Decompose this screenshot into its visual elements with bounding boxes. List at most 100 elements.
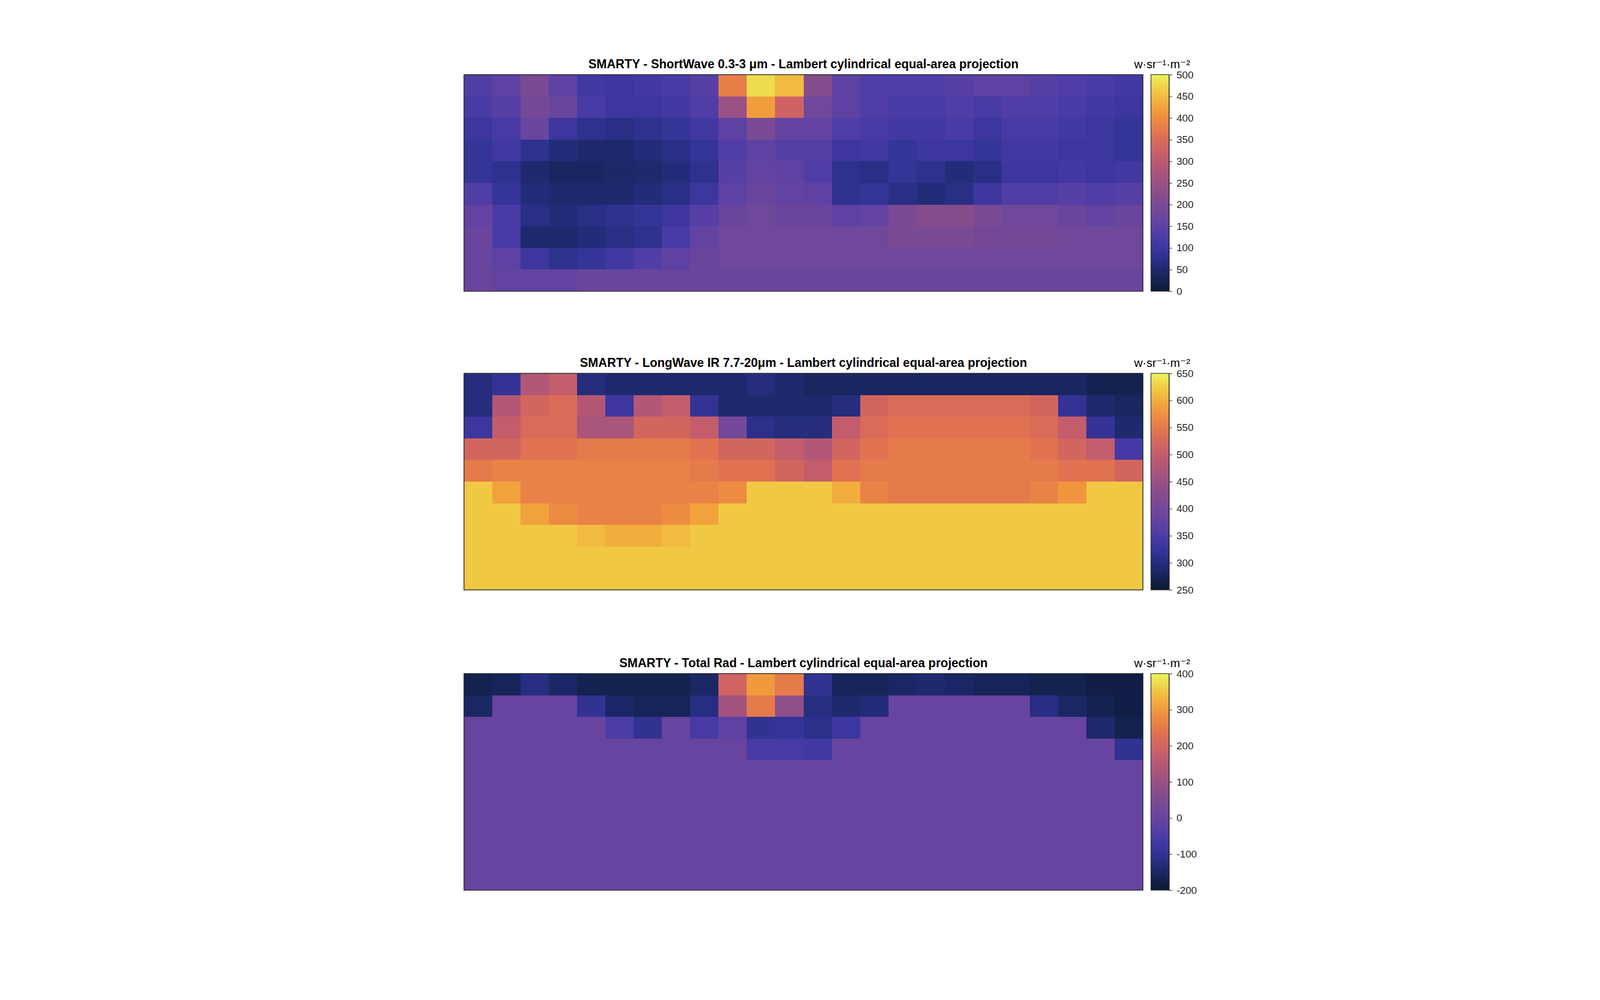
heatmap-cell <box>633 760 663 783</box>
heatmap-cell <box>916 846 946 870</box>
heatmap-cell <box>464 204 493 228</box>
heatmap-cell <box>661 546 691 570</box>
heatmap-cell <box>1058 803 1087 827</box>
heatmap-cell <box>746 673 776 696</box>
heatmap-cell <box>832 673 861 696</box>
heatmap-cell <box>548 269 578 292</box>
heatmap-cell <box>1001 161 1031 184</box>
heatmap-cell <box>492 248 522 271</box>
heatmap-cell <box>661 182 691 206</box>
heatmap-cell <box>661 868 691 891</box>
heatmap-cell <box>1114 481 1143 504</box>
heatmap-cell <box>1086 373 1116 396</box>
heatmap-cell <box>916 738 946 762</box>
tick-label: 150 <box>1176 220 1194 232</box>
heatmap-cell <box>774 760 804 783</box>
heatmap-cell <box>1114 803 1143 827</box>
heatmap-cell <box>1001 803 1031 827</box>
heatmap-cell <box>832 117 861 141</box>
heatmap-cell <box>1029 846 1059 870</box>
heatmap-cell <box>577 226 606 249</box>
heatmap-cell <box>1086 846 1116 870</box>
heatmap-cell <box>690 416 719 439</box>
heatmap-cell <box>661 269 691 292</box>
heatmap-cell <box>803 161 833 184</box>
heatmap-cell <box>633 204 663 228</box>
tick-mark <box>1169 117 1173 119</box>
heatmap-cell <box>633 568 663 590</box>
heatmap-cell <box>860 760 890 783</box>
heatmap-cell <box>718 226 748 249</box>
heatmap-cell <box>803 74 833 98</box>
heatmap-cell <box>832 395 861 418</box>
heatmap-cell <box>860 825 890 848</box>
heatmap-cell <box>718 96 748 119</box>
heatmap-cell <box>492 438 522 461</box>
heatmap-cell <box>633 226 663 249</box>
heatmap-cell <box>661 503 691 526</box>
heatmap-cell <box>945 695 974 718</box>
heatmap-cell <box>690 825 719 848</box>
heatmap-cell <box>860 204 890 228</box>
heatmap-cell <box>577 248 606 271</box>
heatmap-cell <box>577 438 606 461</box>
heatmap-cell <box>464 269 493 292</box>
colorbar-tick: 350 <box>1169 530 1194 542</box>
heatmap-cell <box>661 524 691 548</box>
heatmap-cell <box>690 524 719 548</box>
heatmap-cell <box>832 459 861 483</box>
heatmap-cell <box>945 269 974 292</box>
heatmap-cell <box>945 716 974 740</box>
figure: SMARTY - ShortWave 0.3-3 μm - Lambert cy… <box>0 0 1600 1000</box>
heatmap-cell <box>916 373 946 396</box>
heatmap-cell <box>916 760 946 783</box>
colorbar-tick: 50 <box>1169 264 1188 276</box>
heatmap-cell <box>860 226 890 249</box>
heatmap-cell <box>1114 459 1143 483</box>
heatmap-cell <box>1114 395 1143 418</box>
heatmap-cell <box>690 803 719 827</box>
colorbar-tick: 400 <box>1169 502 1194 515</box>
heatmap-cell <box>1114 269 1143 292</box>
heatmap-cell <box>860 716 890 740</box>
heatmap-cell <box>605 673 635 696</box>
heatmap-cell <box>520 716 550 740</box>
heatmap-cell <box>605 524 635 548</box>
heatmap-cell <box>860 182 890 206</box>
heatmap-cell <box>774 373 804 396</box>
heatmap-cell <box>1114 96 1143 119</box>
heatmap-cell <box>832 846 861 870</box>
tick-label: 550 <box>1176 421 1194 434</box>
heatmap-cell <box>973 760 1003 783</box>
panel: SMARTY - Total Rad - Lambert cylindrical… <box>464 656 1197 896</box>
heatmap-cell <box>774 182 804 206</box>
heatmap-cell <box>633 395 663 418</box>
heatmap-cell <box>774 568 804 590</box>
heatmap-cell <box>690 182 719 206</box>
heatmap-cell <box>718 503 748 526</box>
heatmap-cell <box>774 846 804 870</box>
heatmap-cell <box>1114 568 1143 590</box>
tick-mark <box>1169 781 1173 783</box>
heatmap-cell <box>520 760 550 783</box>
heatmap-cell <box>464 139 493 163</box>
heatmap-cell <box>1114 546 1143 570</box>
heatmap-cell <box>1029 438 1059 461</box>
heatmap-cell <box>1114 738 1143 762</box>
heatmap-cell <box>860 373 890 396</box>
heatmap-cell <box>1001 139 1031 163</box>
heatmap-cell <box>803 481 833 504</box>
heatmap-cell <box>492 226 522 249</box>
heatmap-cell <box>916 524 946 548</box>
tick-label: 200 <box>1176 740 1194 752</box>
heatmap-cell <box>1058 226 1087 249</box>
heatmap-cell <box>633 868 663 891</box>
heatmap-cell <box>690 74 719 98</box>
heatmap-cell <box>661 226 691 249</box>
heatmap-cell <box>888 524 918 548</box>
heatmap-cell <box>916 481 946 504</box>
heatmap-cell <box>464 868 493 891</box>
heatmap-cell <box>1029 269 1059 292</box>
heatmap-cell <box>464 74 493 98</box>
heatmap-cell <box>605 395 635 418</box>
